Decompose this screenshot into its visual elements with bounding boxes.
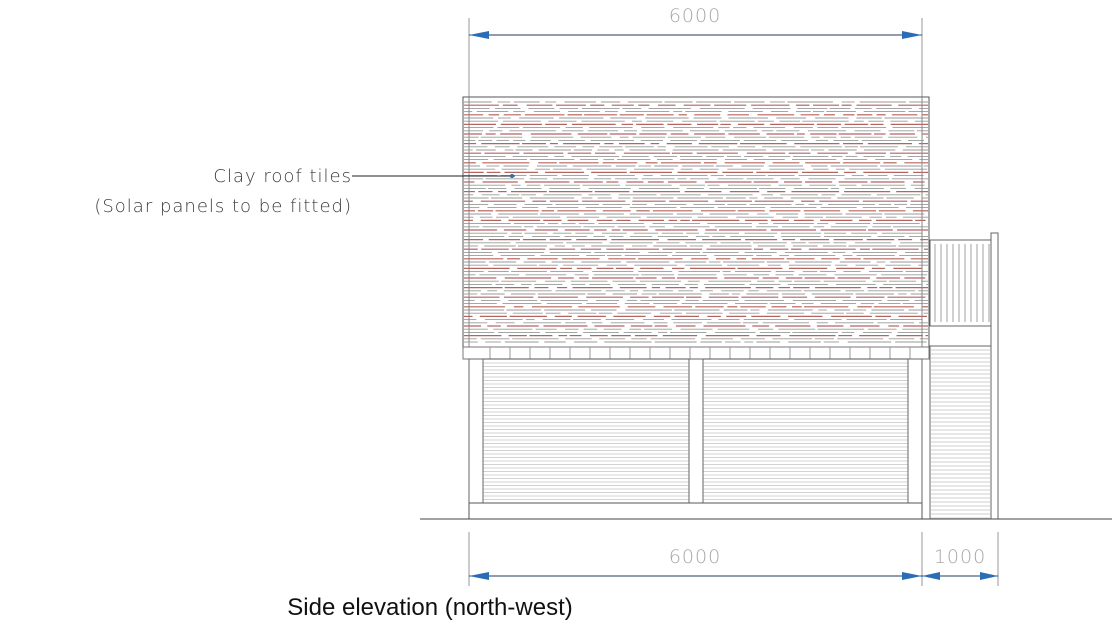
bottom-extension-dimension-label: 1000 <box>934 546 986 568</box>
side-extension <box>929 232 999 520</box>
bottom-main-dimension-label: 6000 <box>669 546 721 568</box>
drawing-caption: Side elevation (north-west) <box>287 594 573 621</box>
bottom-dimensions: 6000 1000 <box>468 532 999 586</box>
centre-post <box>688 358 704 504</box>
corner-post-left <box>468 358 484 504</box>
top-dimension-label: 6000 <box>669 5 721 27</box>
dimension-arrow-left <box>469 31 489 39</box>
dimension-arrow-right <box>902 572 922 580</box>
corner-post-right <box>907 358 923 504</box>
annotation-line-1: Clay roof tiles <box>213 166 352 187</box>
balustrade <box>929 239 992 327</box>
top-dimension: 6000 <box>468 5 923 100</box>
dimension-arrow-left <box>469 572 489 580</box>
extension-wall <box>929 345 992 520</box>
eaves-strip <box>462 346 930 360</box>
dimension-arrow-right <box>980 572 998 580</box>
leader-dot <box>510 174 514 178</box>
annotation-line-2: (Solar panels to be fitted) <box>94 196 352 217</box>
roof <box>462 96 930 348</box>
extension-post <box>990 232 999 520</box>
roof-annotation: Clay roof tiles (Solar panels to be fitt… <box>94 166 515 217</box>
walls <box>468 358 923 520</box>
dimension-arrow-right <box>902 31 922 39</box>
roof-tile-courses <box>464 101 928 343</box>
dimension-arrow-left <box>922 572 940 580</box>
